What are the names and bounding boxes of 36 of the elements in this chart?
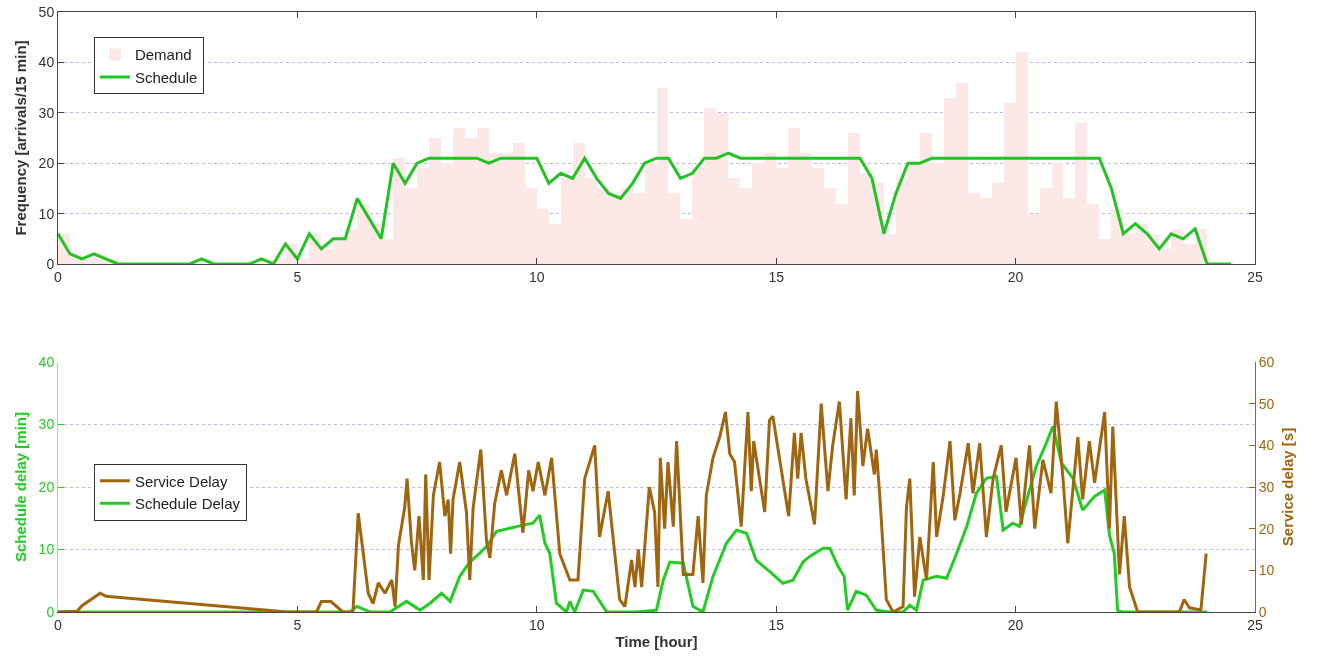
- x-tick-label: 15: [768, 268, 785, 285]
- legend-label: Demand: [134, 46, 192, 64]
- y-tick-label: 10: [38, 541, 55, 558]
- y2-tick-label: 30: [1258, 478, 1275, 495]
- y2-tick-label: 50: [1258, 395, 1275, 412]
- y-axis-title: Frequency [arrivals/15 min]: [11, 40, 29, 236]
- y-tick-label: 50: [38, 3, 55, 20]
- x-tick-label: 15: [768, 616, 785, 633]
- x-tick-label: 10: [529, 268, 545, 285]
- line-series: [58, 389, 1208, 612]
- x-tick-label: 5: [293, 268, 302, 285]
- y2-tick-label: 60: [1258, 353, 1275, 370]
- y-tick-label: 30: [38, 416, 55, 433]
- y2-tick-label: 20: [1258, 520, 1275, 537]
- y2-tick-label: 40: [1258, 437, 1275, 454]
- legend-label: Service Delay: [134, 472, 228, 490]
- x-tick-label: 20: [1007, 268, 1024, 285]
- y-tick-label: 20: [38, 155, 55, 172]
- y-tick-label: 20: [38, 478, 55, 495]
- y2-tick-label: 10: [1258, 562, 1275, 579]
- y-tick-label: 40: [38, 353, 55, 370]
- y-axis-title: Schedule delay [min]: [11, 411, 29, 563]
- y-tick-label: 40: [38, 54, 55, 71]
- x-axis-title: Time [hour]: [615, 632, 698, 650]
- x-tick-label: 25: [1247, 268, 1263, 285]
- y-tick-label: 10: [38, 205, 55, 222]
- legend-label: Schedule: [134, 68, 198, 86]
- y-tick-label: 30: [38, 104, 55, 121]
- x-tick-label: 20: [1007, 616, 1024, 633]
- x-tick-label: 5: [293, 616, 302, 633]
- y2-axis-title: Service delay [s]: [1278, 427, 1296, 547]
- legend-label: Schedule Delay: [134, 495, 241, 513]
- y-tick-label: 0: [46, 603, 55, 620]
- y-tick-label: 0: [46, 255, 55, 272]
- x-tick-label: 10: [529, 616, 545, 633]
- line-series: [58, 151, 1233, 264]
